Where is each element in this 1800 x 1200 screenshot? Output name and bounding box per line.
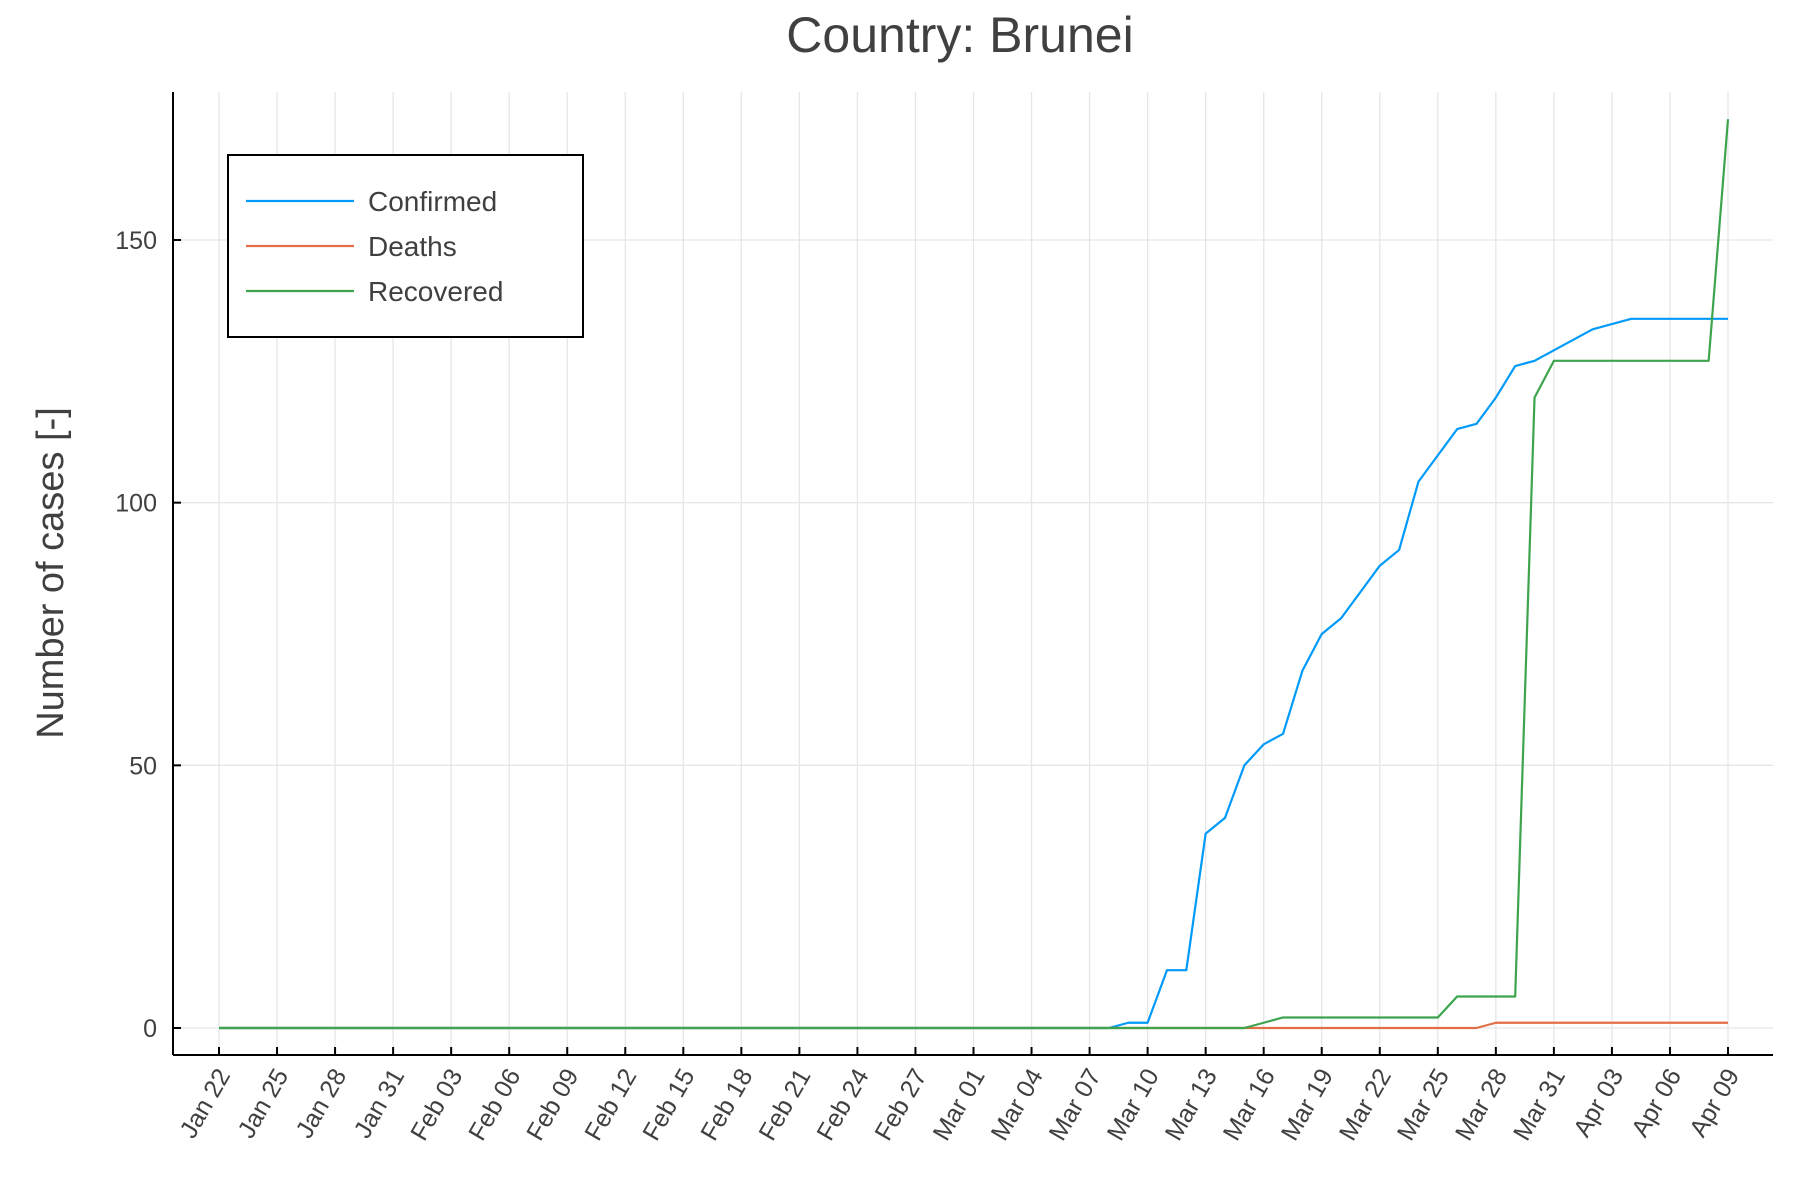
y-tick-label: 0 [143,1015,157,1043]
x-tick-label: Feb 06 [463,1064,526,1145]
x-tick-label: Mar 13 [1160,1064,1223,1145]
y-tick-label: 100 [115,490,157,518]
x-tick-label: Mar 10 [1102,1064,1165,1145]
legend-label-recovered: Recovered [368,276,503,307]
x-tick-label: Jan 25 [232,1064,294,1143]
y-tick-label: 150 [115,227,157,255]
x-tick-label: Feb 24 [811,1064,874,1145]
x-tick-label: Feb 15 [637,1064,700,1145]
x-tick-label: Mar 25 [1392,1064,1455,1145]
x-tick-label: Feb 18 [695,1064,758,1145]
x-tick-label: Jan 28 [290,1064,352,1143]
x-tick-label: Mar 07 [1044,1064,1107,1145]
x-tick-label: Jan 31 [349,1064,411,1143]
x-tick-label: Mar 28 [1450,1064,1513,1145]
x-tick-label: Jan 22 [174,1064,236,1143]
x-tick-label: Apr 09 [1684,1064,1745,1142]
series-lines [219,119,1730,1030]
x-tick-label: Mar 31 [1508,1064,1571,1145]
x-tick-label: Feb 03 [405,1064,468,1145]
series-line-recovered [219,119,1730,1030]
x-tick-label: Feb 09 [521,1064,584,1145]
legend: Confirmed Deaths Recovered [227,154,584,338]
legend-label-deaths: Deaths [368,231,457,262]
x-tick-label: Apr 03 [1568,1064,1629,1142]
x-tick-label: Mar 04 [986,1064,1049,1145]
x-tick-label: Mar 01 [928,1064,991,1145]
y-axis-label: Number of cases [-] [30,407,72,739]
series-line-confirmed [219,317,1728,1030]
x-tick-label: Feb 27 [869,1064,932,1145]
x-tick-label: Feb 12 [579,1064,642,1145]
x-tick-label: Mar 22 [1334,1064,1397,1145]
legend-label-confirmed: Confirmed [368,186,497,217]
x-tick-label: Feb 21 [753,1064,816,1145]
x-tick-label: Mar 16 [1218,1064,1281,1145]
chart-title: Country: Brunei [786,7,1133,63]
x-tick-label: Mar 19 [1276,1064,1339,1145]
y-tick-label: 50 [129,752,157,780]
x-tick-label: Apr 06 [1626,1064,1687,1142]
